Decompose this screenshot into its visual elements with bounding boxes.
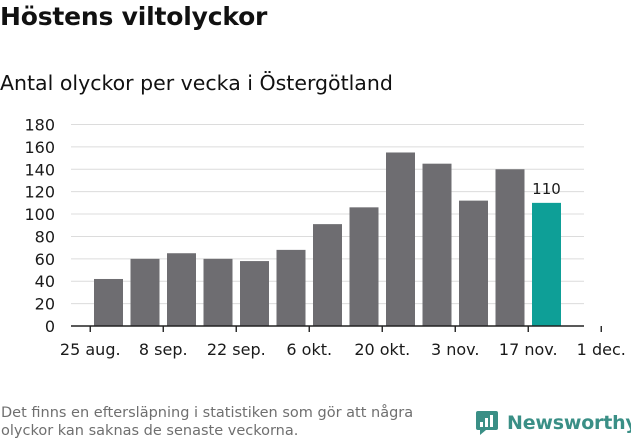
y-tick-label: 80 xyxy=(35,227,55,246)
bar-chart: 0 20 40 60 80 100 120 140 160 180 25 aug. 8 sep. 22… xyxy=(24,116,626,360)
data-labels: 110 xyxy=(532,180,561,198)
x-tick-label: 25 aug. xyxy=(60,340,121,359)
chart-subtitle: Antal olyckor per vecka i Östergötland xyxy=(0,71,393,95)
newsworthy-logo-icon xyxy=(476,411,498,435)
bar xyxy=(532,202,561,326)
bar xyxy=(240,261,269,326)
bar xyxy=(203,258,233,326)
x-tick-label: 6 okt. xyxy=(286,340,332,359)
y-tick-label: 40 xyxy=(35,272,55,291)
y-tick-label: 0 xyxy=(45,317,55,336)
y-tick-label: 160 xyxy=(24,138,55,157)
bar xyxy=(459,200,488,326)
bar xyxy=(422,163,452,326)
bar xyxy=(276,249,306,326)
y-axis: 0 20 40 60 80 100 120 140 160 180 xyxy=(24,116,55,337)
y-tick-label: 120 xyxy=(24,183,55,202)
y-tick-label: 100 xyxy=(24,205,55,224)
x-axis: 25 aug. 8 sep. 22 sep. 6 okt. 20 okt. 3 nov. 1… xyxy=(60,325,626,359)
brand-logo: Newsworthy xyxy=(475,407,631,439)
bar xyxy=(167,253,196,326)
x-tick-label: 20 okt. xyxy=(354,340,410,359)
x-tick-label: 8 sep. xyxy=(139,340,188,359)
brand-name: Newsworthy xyxy=(507,412,631,434)
chart-title: Höstens viltolyckor xyxy=(0,2,268,31)
bar xyxy=(386,152,415,326)
data-label: 110 xyxy=(532,180,561,198)
bar xyxy=(313,224,342,326)
bar xyxy=(94,278,123,326)
x-tick-label: 3 nov. xyxy=(431,340,480,359)
bar xyxy=(349,207,379,326)
x-tick-label: 1 dec. xyxy=(577,340,626,359)
footnote: Det finns en eftersläpning i statistiken… xyxy=(1,405,414,439)
y-tick-label: 140 xyxy=(24,160,55,179)
bars xyxy=(94,152,561,326)
x-tick-label: 22 sep. xyxy=(207,340,266,359)
x-tick-label: 17 nov. xyxy=(499,340,558,359)
bar xyxy=(130,258,160,326)
y-tick-label: 180 xyxy=(24,116,55,135)
bar xyxy=(495,169,525,326)
y-tick-label: 20 xyxy=(35,295,55,314)
y-tick-label: 60 xyxy=(35,250,55,269)
